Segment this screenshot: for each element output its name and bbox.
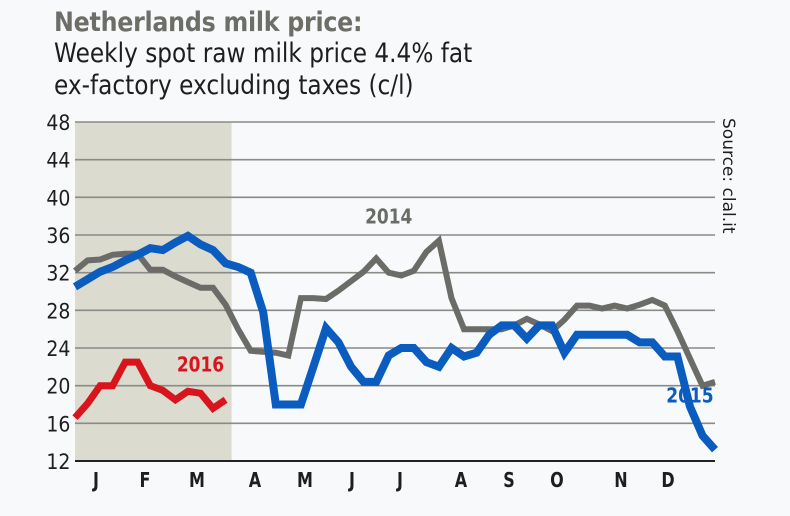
y-tick-label: 40 — [46, 185, 70, 210]
y-tick-label: 12 — [46, 449, 70, 474]
y-tick-label: 36 — [46, 223, 70, 248]
x-tick-label: J — [91, 469, 99, 492]
x-tick-label: N — [614, 469, 627, 492]
x-tick-label: J — [395, 469, 403, 492]
y-tick-label: 16 — [46, 411, 70, 436]
x-tick-label: A — [249, 469, 261, 492]
series-line-2016 — [72, 358, 228, 421]
y-tick-label: 20 — [46, 374, 70, 399]
subtitle-line-1: Weekly spot raw milk price 4.4% fat — [54, 38, 473, 69]
series-line-2015 — [72, 231, 718, 453]
subtitle-line-2: ex-factory excluding taxes (c/l) — [54, 70, 414, 101]
y-tick-label: 44 — [46, 148, 70, 173]
series-label-2016: 2016 — [177, 354, 224, 377]
y-tick-label: 24 — [46, 336, 70, 361]
x-tick-label: D — [661, 469, 674, 492]
x-tick-label: F — [140, 469, 151, 492]
y-tick-label: 48 — [46, 110, 70, 135]
x-tick-label: M — [189, 469, 205, 492]
x-tick-label: M — [297, 469, 313, 492]
y-tick-label: 32 — [46, 261, 70, 286]
x-tick-label: A — [455, 469, 467, 492]
x-tick-label: S — [503, 469, 515, 492]
y-tick-label: 28 — [46, 298, 70, 323]
series-line-2014 — [73, 235, 716, 390]
x-tick-label: O — [550, 469, 564, 492]
chart-title: Netherlands milk price: — [54, 7, 363, 38]
x-tick-label: J — [347, 469, 355, 492]
chart-subtitle: Weekly spot raw milk price 4.4% fat ex-f… — [54, 38, 472, 102]
source-note: Source: clal.it — [718, 118, 738, 234]
series-label-2015: 2015 — [666, 385, 713, 408]
series-label-2014: 2014 — [365, 206, 412, 229]
shaded-period — [75, 122, 232, 461]
